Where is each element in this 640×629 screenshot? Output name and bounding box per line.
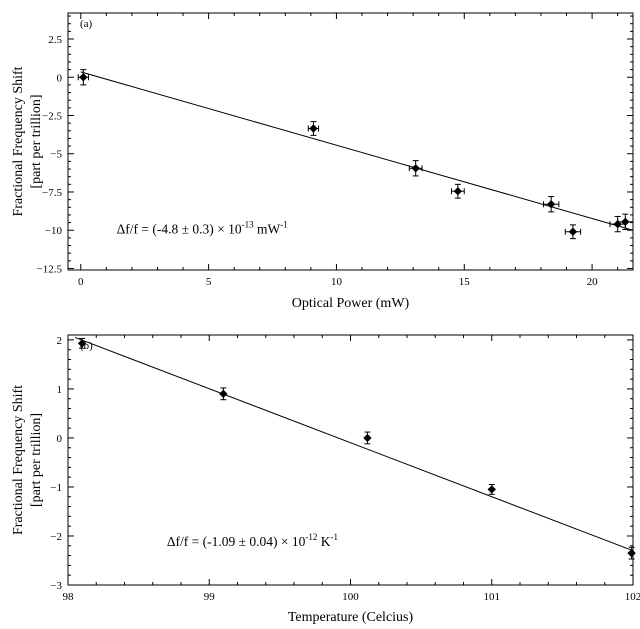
data-point xyxy=(307,121,320,136)
y-axis-label: Fractional Frequency Shift xyxy=(11,385,26,535)
y-tick-label: −2 xyxy=(50,531,62,543)
x-tick-label: 100 xyxy=(342,591,359,603)
data-point xyxy=(617,213,634,230)
diamond-marker xyxy=(309,124,318,133)
y-tick-label: 0 xyxy=(57,72,63,84)
fit-line xyxy=(80,71,634,231)
diamond-marker xyxy=(568,227,578,236)
panel-b-chart: 98 99 100 101 102 2 1 0 −1 −2 −3 Temperature (Celci… xyxy=(11,334,640,625)
data-point xyxy=(450,183,465,199)
y-tick-label: 2.5 xyxy=(48,34,62,46)
fit-annotation: Δf/f = (-1.09 ± 0.04) × 10-12 K-1 xyxy=(167,532,338,549)
diamond-marker xyxy=(411,164,420,173)
x-tick-label: 102 xyxy=(625,591,640,603)
y-axis-label: Fractional Frequency Shift xyxy=(11,66,26,216)
y-tick-label: −10 xyxy=(45,225,63,237)
x-axis-label: Temperature (Celcius) xyxy=(288,610,414,625)
fit-annotation: Δf/f = (-4.8 ± 0.3) × 10-13 mW-1 xyxy=(117,219,288,236)
x-tick-label: 5 xyxy=(206,276,212,288)
diamond-marker xyxy=(621,217,630,227)
fit-line xyxy=(74,336,634,552)
y-tick-label: 2 xyxy=(57,335,63,347)
y-tick-label: −5 xyxy=(50,149,62,161)
diamond-marker xyxy=(79,73,88,82)
data-point xyxy=(363,431,372,445)
y-tick-label: −7.5 xyxy=(42,187,62,199)
y-axis-label-unit: [part per trillion] xyxy=(29,94,44,188)
data-point xyxy=(219,387,228,401)
y-axis-label-unit: [part per trillion] xyxy=(29,413,44,507)
diamond-marker xyxy=(363,433,372,443)
y-tick-label: −1 xyxy=(50,482,62,494)
x-tick-label: 99 xyxy=(204,591,216,603)
y-tick-label: −2.5 xyxy=(42,110,62,122)
diamond-marker xyxy=(487,485,496,494)
diamond-marker xyxy=(453,187,463,196)
x-tick-label: 0 xyxy=(78,276,84,288)
data-point xyxy=(627,546,636,560)
x-tick-label: 20 xyxy=(587,276,599,288)
x-tick-label: 98 xyxy=(63,591,75,603)
diamond-marker xyxy=(77,339,87,348)
diamond-marker xyxy=(546,200,556,209)
x-tick-label: 101 xyxy=(484,591,501,603)
x-axis-label: Optical Power (mW) xyxy=(292,296,410,311)
panel-label: (a) xyxy=(80,18,93,30)
y-tick-label: 0 xyxy=(57,433,63,445)
plot-frame xyxy=(67,334,634,586)
plot-frame xyxy=(67,12,634,271)
data-point xyxy=(487,484,496,495)
diamond-marker xyxy=(219,389,228,399)
diamond-marker xyxy=(627,548,636,558)
data-point xyxy=(564,224,582,240)
y-tick-label: 1 xyxy=(57,384,63,396)
x-tick-label: 15 xyxy=(459,276,471,288)
panel-a-chart: 0 5 10 15 20 2.5 0 −2.5 −5 −7.5 −10 −12.5 Optical Po… xyxy=(11,12,634,311)
data-point xyxy=(408,160,423,177)
data-point xyxy=(77,337,87,349)
y-tick-label: −12.5 xyxy=(37,263,63,275)
x-tick-label: 10 xyxy=(331,276,343,288)
data-point xyxy=(77,69,89,86)
y-tick-label: −3 xyxy=(50,580,62,592)
data-point xyxy=(543,196,560,213)
